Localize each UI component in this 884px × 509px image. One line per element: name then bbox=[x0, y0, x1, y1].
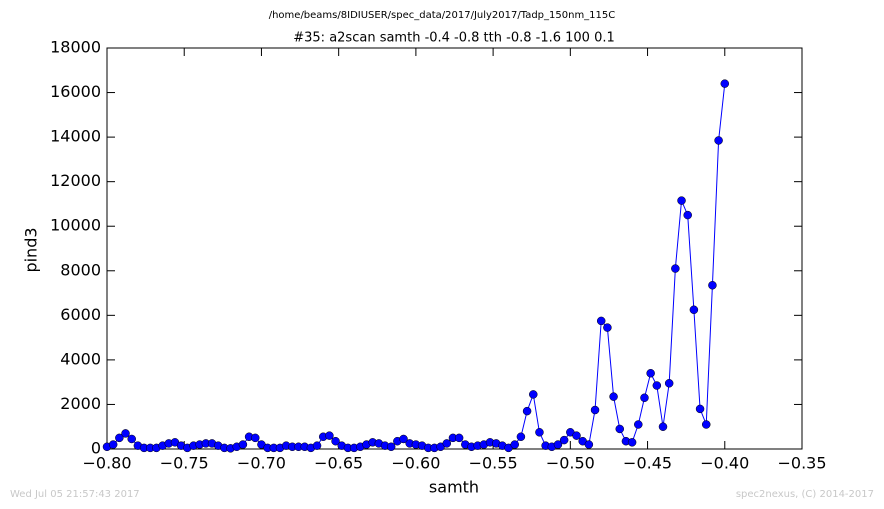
data-point bbox=[708, 281, 717, 290]
y-tick-label: 8000 bbox=[60, 260, 101, 279]
data-point bbox=[603, 323, 612, 332]
x-tick-label: −0.40 bbox=[700, 454, 749, 473]
y-tick-label: 12000 bbox=[50, 171, 101, 190]
data-point bbox=[627, 438, 637, 447]
data-point bbox=[535, 428, 544, 437]
data-point bbox=[714, 136, 723, 145]
data-point bbox=[312, 441, 322, 450]
data-point bbox=[634, 420, 643, 429]
y-tick-label: 2000 bbox=[60, 394, 101, 413]
y-tick-label: 0 bbox=[91, 439, 101, 458]
x-tick-label: −0.60 bbox=[391, 454, 440, 473]
x-tick-label: −0.80 bbox=[82, 454, 131, 473]
data-point bbox=[664, 379, 674, 388]
y-tick-label: 18000 bbox=[50, 38, 101, 57]
data-point bbox=[251, 433, 260, 443]
x-tick-label: −0.70 bbox=[237, 454, 286, 473]
data-point bbox=[522, 406, 532, 416]
data-point bbox=[720, 79, 730, 88]
y-tick-label: 16000 bbox=[50, 82, 101, 101]
data-point bbox=[689, 305, 699, 315]
y-axis-label: pind3 bbox=[22, 227, 41, 272]
x-tick-label: −0.75 bbox=[160, 454, 209, 473]
data-point bbox=[646, 369, 655, 378]
data-point bbox=[559, 435, 569, 445]
data-point bbox=[108, 440, 118, 449]
data-point bbox=[529, 390, 538, 399]
data-line bbox=[106, 83, 726, 449]
chart-title: /home/beams/8IDIUSER/spec_data/2017/July… bbox=[269, 10, 616, 21]
x-tick-label: −0.35 bbox=[777, 454, 826, 473]
data-point bbox=[442, 439, 452, 448]
data-point bbox=[695, 404, 705, 414]
data-point bbox=[615, 424, 625, 434]
data-point bbox=[584, 440, 594, 449]
data-point bbox=[325, 431, 334, 440]
data-point bbox=[609, 392, 618, 401]
chart-subtitle: #35: a2scan samth -0.4 -0.8 tth -0.8 -1.… bbox=[293, 31, 615, 46]
x-tick-label: −0.55 bbox=[469, 454, 518, 473]
x-tick-label: −0.45 bbox=[623, 454, 672, 473]
data-point bbox=[658, 422, 668, 431]
data-point bbox=[671, 264, 680, 273]
plot-frame bbox=[106, 47, 803, 450]
x-tick-label: −0.65 bbox=[314, 454, 363, 473]
data-point bbox=[510, 440, 519, 449]
data-point bbox=[596, 316, 606, 326]
data-point bbox=[683, 210, 692, 220]
data-point bbox=[677, 196, 686, 205]
data-point bbox=[640, 393, 649, 403]
data-point bbox=[590, 405, 600, 415]
footer-left: Wed Jul 05 21:57:43 2017 bbox=[10, 489, 140, 500]
x-axis-label: samth bbox=[429, 478, 479, 497]
y-tick-label: 14000 bbox=[50, 127, 101, 146]
data-point bbox=[516, 432, 526, 441]
data-point bbox=[572, 431, 581, 440]
footer-right: spec2nexus, (C) 2014-2017 bbox=[736, 489, 874, 500]
data-point bbox=[454, 433, 464, 443]
y-tick-label: 10000 bbox=[50, 216, 101, 235]
data-point bbox=[238, 440, 248, 449]
data-point bbox=[331, 436, 340, 446]
data-point bbox=[121, 429, 130, 438]
data-point bbox=[652, 381, 662, 390]
y-tick-label: 4000 bbox=[60, 349, 101, 368]
data-point bbox=[386, 442, 396, 452]
data-point bbox=[127, 434, 136, 444]
data-point bbox=[115, 433, 124, 443]
y-tick-label: 6000 bbox=[60, 305, 101, 324]
x-tick-label: −0.50 bbox=[546, 454, 595, 473]
data-point bbox=[399, 434, 408, 444]
data-point bbox=[553, 440, 563, 449]
data-point bbox=[701, 420, 711, 429]
